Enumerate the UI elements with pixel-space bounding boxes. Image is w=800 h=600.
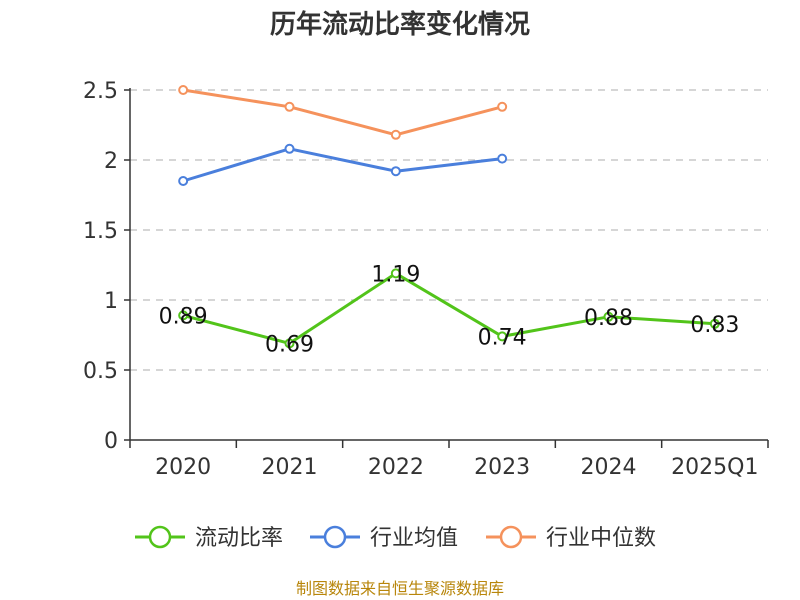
data-point — [284, 143, 295, 154]
legend-item[interactable]: 行业均值 — [310, 525, 458, 551]
data-label: 1.19 — [371, 262, 420, 287]
data-point — [603, 311, 614, 322]
x-tick-label: 2024 — [581, 455, 637, 480]
y-tick-label: 1 — [104, 289, 118, 314]
legend-item[interactable]: 流动比率 — [135, 525, 283, 551]
legend-marker — [499, 525, 523, 549]
y-axis-ticks: 0 0.5 1 1.5 2 2.5 — [83, 79, 130, 454]
y-tick-label: 1.5 — [83, 219, 118, 244]
series-group: 0.89 0.69 1.19 0.74 0.88 0.83 — [159, 85, 740, 357]
legend-marker — [148, 525, 172, 549]
data-label: 0.83 — [690, 313, 739, 338]
series-1: 0.89 0.69 1.19 0.74 0.88 0.83 — [159, 262, 740, 357]
data-label: 0.89 — [159, 304, 208, 329]
source-footer: 制图数据来自恒生聚源数据库 — [296, 579, 504, 598]
axes — [129, 88, 768, 441]
series-line — [182, 147, 503, 183]
data-point — [497, 101, 508, 112]
x-axis-ticks: 2020 2021 2022 2023 2024 2025Q1 — [129, 440, 769, 480]
data-point — [284, 101, 295, 112]
x-tick-label: 2025Q1 — [671, 455, 758, 480]
grid-lines — [130, 89, 768, 371]
data-point — [497, 331, 508, 342]
data-point — [390, 166, 401, 177]
legend-marker — [323, 525, 347, 549]
y-tick-label: 0.5 — [83, 359, 118, 384]
legend-label: 行业中位数 — [546, 526, 656, 551]
x-tick-label: 2021 — [262, 455, 318, 480]
chart-title: 历年流动比率变化情况 — [270, 9, 530, 40]
x-tick-label: 2022 — [368, 455, 424, 480]
data-point — [284, 338, 295, 349]
data-point — [390, 129, 401, 140]
y-tick-label: 0 — [104, 429, 118, 454]
series-line — [182, 88, 503, 137]
x-tick-label: 2020 — [155, 455, 211, 480]
legend: 流动比率 行业均值 行业中位数 — [135, 525, 656, 551]
data-point — [497, 153, 508, 164]
data-label: 0.74 — [478, 325, 527, 350]
legend-item[interactable]: 行业中位数 — [486, 525, 656, 551]
data-label: 0.69 — [265, 332, 314, 357]
data-point — [390, 268, 401, 279]
data-label: 0.88 — [584, 306, 633, 331]
y-tick-label: 2.5 — [83, 79, 118, 104]
data-point — [178, 85, 189, 95]
legend-label: 流动比率 — [195, 526, 283, 551]
legend-label: 行业均值 — [370, 526, 458, 551]
data-point — [178, 310, 189, 321]
y-tick-label: 2 — [104, 149, 118, 174]
x-tick-label: 2023 — [474, 455, 530, 480]
data-point — [709, 318, 720, 329]
series-3 — [178, 85, 508, 140]
series-2 — [178, 143, 508, 186]
data-point — [178, 176, 189, 186]
series-line — [182, 271, 715, 345]
